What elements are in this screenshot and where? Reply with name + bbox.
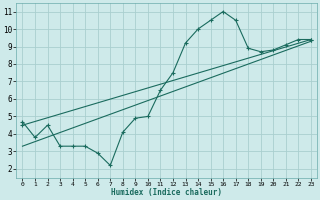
X-axis label: Humidex (Indice chaleur): Humidex (Indice chaleur): [111, 188, 222, 197]
